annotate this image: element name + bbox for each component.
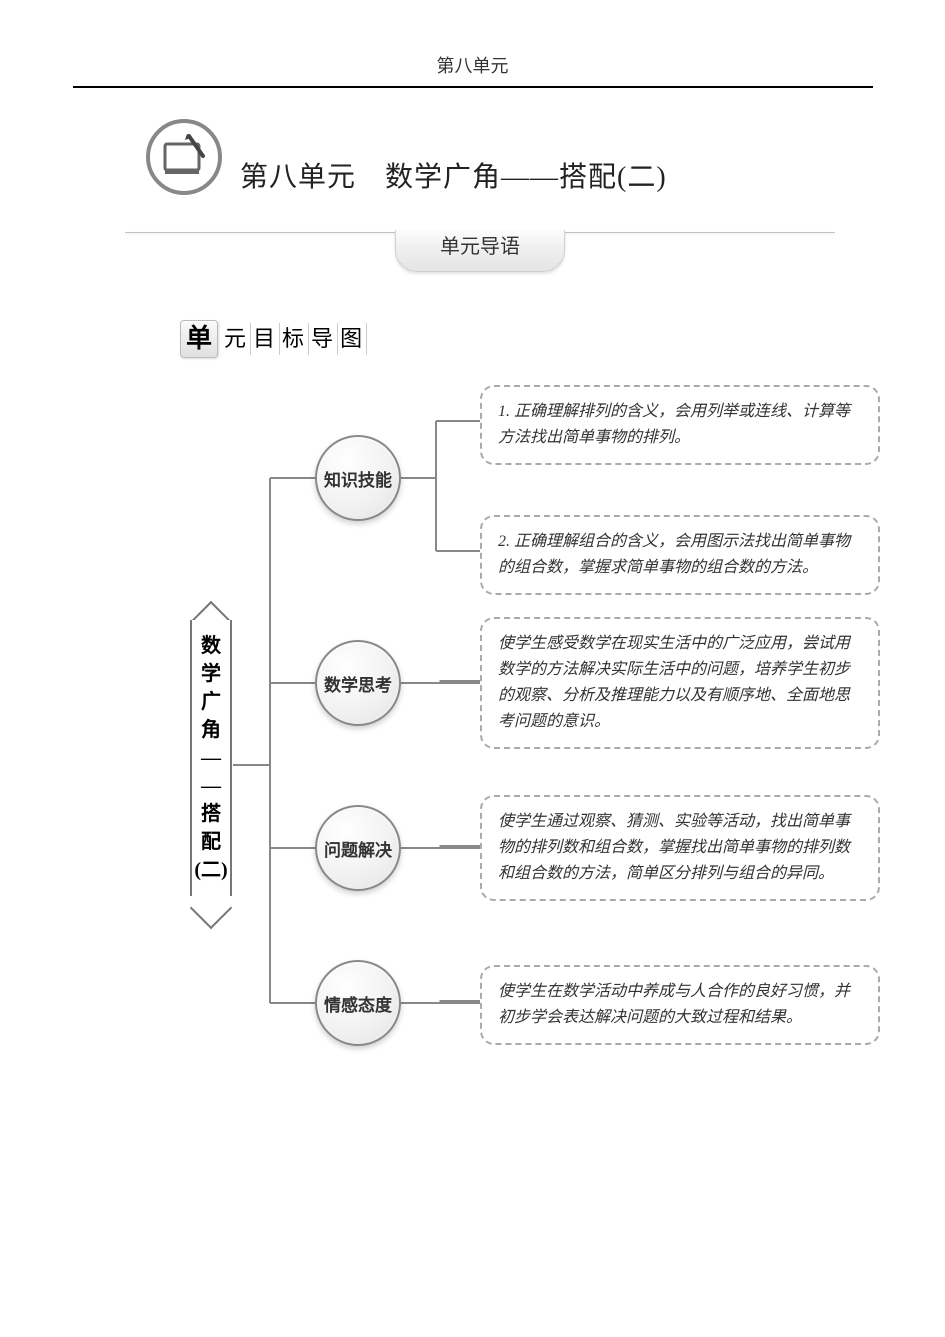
unit-title: 第八单元 数学广角——搭配(二) <box>240 155 667 195</box>
section-char: 标 <box>278 323 309 355</box>
tablet-pen-icon <box>145 118 223 196</box>
divider-left <box>125 232 395 233</box>
section-char: 目 <box>249 323 280 355</box>
root-char: 配 <box>192 828 230 856</box>
category-node-emotion: 情感态度 <box>315 960 401 1046</box>
section-char: 元 <box>220 323 251 355</box>
leaf-box-problem-0: 使学生通过观察、猜测、实验等活动，找出简单事物的排列数和组合数，掌握找出简单事物… <box>480 795 880 901</box>
root-char: (二) <box>192 856 230 884</box>
root-char: 学 <box>192 660 230 688</box>
header-underline <box>73 86 873 88</box>
category-node-thinking: 数学思考 <box>315 640 401 726</box>
goal-diagram: 数学广角——搭配(二) 知识技能1. 正确理解排列的含义，会用列举或连线、计算等… <box>130 385 890 1075</box>
leaf-box-thinking-0: 使学生感受数学在现实生活中的广泛应用，尝试用数学的方法解决实际生活中的问题，培养… <box>480 617 880 749</box>
root-char: — <box>192 744 230 772</box>
root-char: 数 <box>192 632 230 660</box>
root-char: 搭 <box>192 800 230 828</box>
category-node-problem: 问题解决 <box>315 805 401 891</box>
page-title: 第八单元 <box>437 56 509 76</box>
leaf-box-knowledge-1: 2. 正确理解组合的含义，会用图示法找出简单事物的组合数，掌握求简单事物的组合数… <box>480 515 880 595</box>
leaf-box-emotion-0: 使学生在数学活动中养成与人合作的良好习惯，并初步学会表达解决问题的大致过程和结果… <box>480 965 880 1045</box>
root-char: 角 <box>192 716 230 744</box>
divider-right <box>565 232 835 233</box>
subtitle-tab: 单元导语 <box>395 230 565 272</box>
root-char: — <box>192 772 230 800</box>
section-char: 导 <box>307 323 338 355</box>
page-header: 第八单元 <box>0 0 945 78</box>
leaf-box-knowledge-0: 1. 正确理解排列的含义，会用列举或连线、计算等方法找出简单事物的排列。 <box>480 385 880 465</box>
section-char: 图 <box>336 323 367 355</box>
section-badge: 单 <box>180 320 218 358</box>
diagram-root: 数学广角——搭配(二) <box>190 620 232 896</box>
category-node-knowledge: 知识技能 <box>315 435 401 521</box>
section-chars: 元目标导图 <box>222 330 367 347</box>
root-char: 广 <box>192 688 230 716</box>
section-header: 单 元目标导图 <box>180 320 367 358</box>
